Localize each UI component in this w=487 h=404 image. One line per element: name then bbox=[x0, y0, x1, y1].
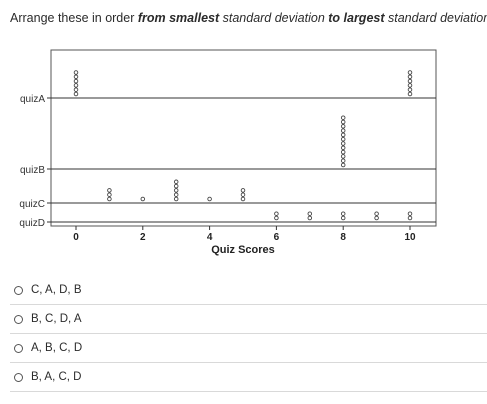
data-dot-quizB-x8 bbox=[340, 128, 346, 133]
data-dot-quizC-x3 bbox=[173, 183, 179, 189]
data-dot-quizC-x4 bbox=[207, 196, 212, 202]
question-emphasis-smallest: from smallest bbox=[137, 11, 220, 25]
data-dot-quizD-x9 bbox=[374, 215, 379, 221]
data-dot-quizB-x8 bbox=[340, 145, 346, 151]
answer-choices: C, A, D, B B, C, D, A A, B, C, D B, A, C… bbox=[10, 276, 487, 392]
data-dot-quizD-x8 bbox=[340, 215, 346, 221]
data-dot-quizC-x1 bbox=[107, 196, 112, 202]
series-label-quizD: quizD bbox=[19, 218, 45, 229]
data-dot-quizB-x8 bbox=[340, 154, 346, 159]
data-dot-quizB-x8 bbox=[340, 124, 346, 129]
series-label-quizB: quizB bbox=[20, 165, 45, 176]
data-dot-quizA-x0 bbox=[73, 78, 79, 84]
data-dot-quizD-x8 bbox=[340, 211, 346, 216]
data-dot-quizB-x8 bbox=[340, 132, 346, 138]
answer-choice-2[interactable]: B, C, D, A bbox=[10, 305, 487, 334]
plot-frame bbox=[50, 49, 437, 227]
answer-choice-label: B, C, D, A bbox=[31, 313, 82, 325]
data-dot-quizD-x6 bbox=[274, 211, 279, 216]
answer-choice-label: C, A, D, B bbox=[31, 284, 82, 296]
question-part: Arrange these in order bbox=[10, 11, 138, 25]
answer-choice-4[interactable]: B, A, C, D bbox=[10, 363, 487, 392]
data-dot-quizA-x0 bbox=[73, 74, 79, 80]
x-tick-label: 6 bbox=[274, 232, 280, 243]
x-tick-label: 10 bbox=[404, 232, 416, 243]
data-dot-quizA-x10 bbox=[407, 87, 413, 92]
question-part: standard deviation: bbox=[384, 11, 487, 25]
data-dot-quizA-x0 bbox=[73, 91, 79, 97]
series-label-quizA: quizA bbox=[20, 94, 45, 105]
x-tick-label: 2 bbox=[140, 232, 146, 243]
data-dot-quizB-x8 bbox=[340, 162, 346, 168]
data-dot-quizA-x0 bbox=[73, 83, 79, 88]
data-dot-quizB-x8 bbox=[340, 158, 346, 163]
data-dot-quizC-x3 bbox=[173, 192, 179, 197]
answer-choice-3[interactable]: A, B, C, D bbox=[10, 334, 487, 363]
data-dot-quizA-x0 bbox=[73, 87, 79, 92]
data-dot-quizD-x6 bbox=[274, 215, 279, 221]
data-dot-quizC-x3 bbox=[173, 179, 179, 185]
data-dot-quizB-x8 bbox=[340, 136, 346, 142]
data-dot-quizA-x10 bbox=[407, 91, 413, 97]
data-dot-quizD-x10 bbox=[407, 211, 413, 216]
answer-choice-label: A, B, C, D bbox=[31, 342, 83, 354]
question-text: Arrange these in order from smallest sta… bbox=[10, 9, 487, 27]
radio-icon[interactable] bbox=[14, 343, 23, 353]
data-dot-quizB-x8 bbox=[340, 119, 346, 125]
data-dot-quizD-x9 bbox=[374, 211, 379, 216]
data-dot-quizD-x7 bbox=[307, 215, 313, 221]
radio-icon[interactable] bbox=[14, 314, 23, 324]
data-dot-quizC-x1 bbox=[107, 192, 112, 197]
data-dot-quizA-x0 bbox=[73, 70, 79, 75]
answer-choice-label: B, A, C, D bbox=[31, 371, 82, 383]
radio-icon[interactable] bbox=[14, 372, 23, 382]
answer-choice-1[interactable]: C, A, D, B bbox=[10, 276, 487, 305]
series-label-quizC: quizC bbox=[19, 199, 45, 210]
question-emphasis-largest: to largest bbox=[328, 11, 385, 25]
x-axis-label: Quiz Scores bbox=[211, 244, 275, 256]
x-tick-label: 8 bbox=[340, 232, 346, 243]
data-dot-quizB-x8 bbox=[340, 141, 346, 146]
data-dot-quizC-x2 bbox=[140, 196, 146, 202]
data-dot-quizD-x10 bbox=[407, 215, 413, 221]
data-dot-quizB-x8 bbox=[340, 115, 346, 120]
data-dot-quizC-x5 bbox=[240, 196, 246, 202]
data-dot-quizC-x5 bbox=[240, 192, 246, 197]
question-part: standard deviation bbox=[219, 11, 329, 25]
data-dot-quizA-x10 bbox=[407, 83, 413, 88]
data-dot-quizC-x1 bbox=[107, 188, 112, 193]
data-dot-quizA-x10 bbox=[407, 70, 413, 75]
data-dot-quizC-x3 bbox=[173, 196, 179, 202]
data-dot-quizD-x7 bbox=[307, 211, 313, 216]
dot-plot-chart: quizA quizB quizC quizD 0 2 4 6 8 10 Quiz Scores bbox=[19, 49, 437, 256]
data-dot-quizA-x10 bbox=[407, 78, 413, 84]
data-dot-quizA-x10 bbox=[407, 74, 413, 80]
radio-icon[interactable] bbox=[14, 285, 23, 295]
x-tick-label: 4 bbox=[207, 232, 213, 243]
data-dot-quizC-x5 bbox=[240, 188, 246, 193]
data-dot-quizC-x3 bbox=[173, 188, 179, 193]
x-tick-label: 0 bbox=[73, 232, 79, 243]
data-dot-quizB-x8 bbox=[340, 149, 346, 155]
